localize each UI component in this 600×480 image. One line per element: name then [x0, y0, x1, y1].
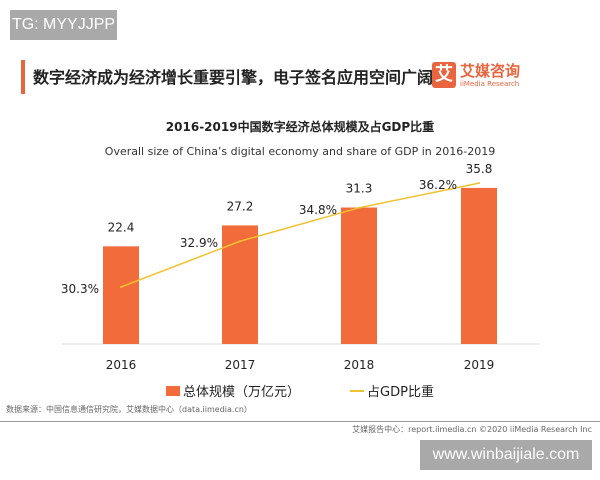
watermark-top: TG: MYYJJPP	[10, 10, 117, 40]
logo-name-en: iiMedia Research	[460, 80, 520, 88]
x-tick-label: 2017	[225, 358, 256, 372]
headline: 数字经济成为经济增长重要引擎，电子签名应用空间广阔	[33, 68, 434, 87]
logo-icon: 艾	[432, 62, 456, 88]
chart-subtitle: Overall size of China’s digital economy …	[104, 145, 496, 158]
legend-label-line: 占GDP比重	[367, 385, 434, 400]
bar-2018	[341, 207, 377, 344]
line-value-label: 34.8%	[299, 203, 337, 217]
bar-value-label: 35.8	[466, 162, 493, 176]
legend: 总体规模（万亿元） 占GDP比重	[0, 381, 600, 400]
legend-swatch-line	[350, 389, 365, 392]
line-value-label: 32.9%	[180, 236, 218, 250]
legend-swatch-bar	[166, 385, 181, 396]
divider	[0, 421, 600, 422]
source-note: 数据来源：中国信息通信研究院，艾媒数据中心（data.iimedia.cn）	[6, 405, 252, 414]
watermark-bottom: www.winbaijiale.com	[420, 440, 592, 470]
legend-item-line: 占GDP比重	[350, 381, 434, 400]
line-value-label: 30.3%	[61, 282, 99, 296]
line-point-2018	[358, 206, 360, 209]
line-point-2016	[120, 286, 122, 288]
legend-item-bar: 总体规模（万亿元）	[166, 381, 300, 400]
line-value-label: 36.2%	[419, 178, 457, 192]
line-point-2019	[478, 182, 480, 185]
bar-2017	[222, 225, 258, 344]
bar-2019	[461, 187, 497, 344]
headline-accent-bar	[21, 60, 25, 94]
x-tick-label: 2016	[106, 358, 137, 372]
bar-value-label: 31.3	[346, 182, 373, 196]
logo-name-cn: 艾媒咨询	[460, 62, 521, 80]
footer: 艾媒报告中心：report.iimedia.cn ©2020 iiMedia R…	[352, 425, 592, 434]
legend-label-bar: 总体规模（万亿元）	[183, 385, 301, 400]
bar-2016	[103, 246, 139, 344]
line-point-2017	[239, 240, 241, 243]
bar-value-label: 27.2	[227, 199, 254, 213]
x-tick-label: 2018	[344, 358, 375, 372]
bar-value-label: 22.4	[108, 220, 135, 234]
chart-title: 2016-2019中国数字经济总体规模及占GDP比重	[165, 120, 435, 134]
x-tick-label: 2019	[464, 358, 495, 372]
share-line	[120, 182, 480, 288]
